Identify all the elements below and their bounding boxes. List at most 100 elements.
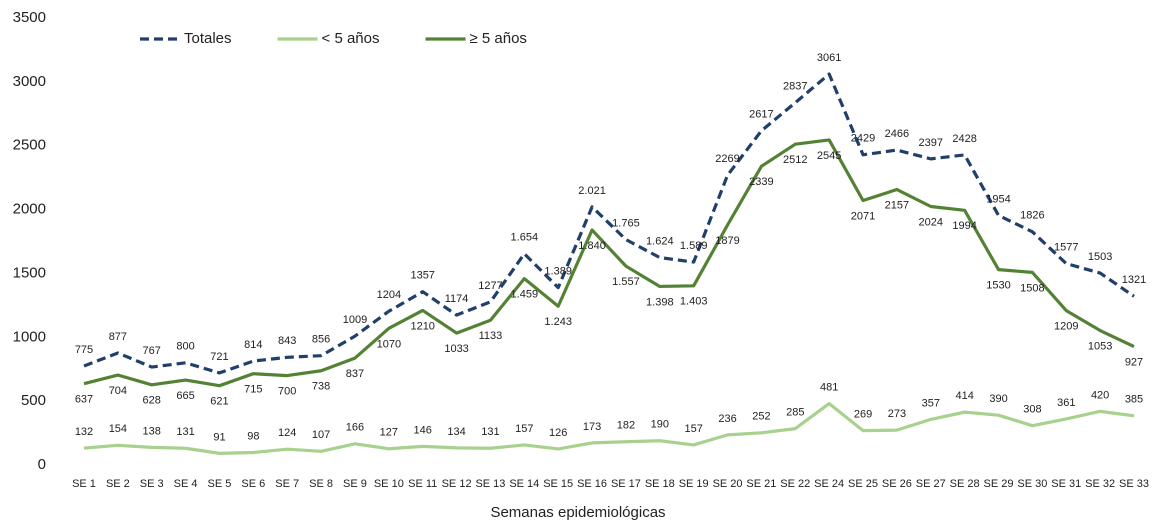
y-tick-label: 2000 xyxy=(13,201,46,218)
y-tick-label: 3500 xyxy=(13,9,46,26)
x-tick-label: SE 20 xyxy=(713,478,743,490)
data-label: 1994 xyxy=(952,220,976,232)
data-label: 131 xyxy=(176,426,194,438)
data-label: 700 xyxy=(278,386,296,398)
data-label: 2545 xyxy=(817,150,841,162)
data-label: 837 xyxy=(346,368,364,380)
data-label: 138 xyxy=(143,425,161,437)
data-label: 107 xyxy=(312,429,330,441)
data-label: 1009 xyxy=(343,314,367,326)
x-tick-label: SE 31 xyxy=(1051,478,1081,490)
legend-label: ≥ 5 años xyxy=(470,30,527,47)
series-line xyxy=(83,401,1135,455)
x-tick-label: SE 5 xyxy=(208,478,232,490)
data-label: 1.403 xyxy=(680,296,708,308)
x-tick-label: SE 18 xyxy=(645,478,675,490)
data-label: 1503 xyxy=(1088,251,1112,263)
x-tick-label: SE 13 xyxy=(475,478,505,490)
x-tick-label: SE 30 xyxy=(1017,478,1047,490)
data-label: 1.459 xyxy=(511,289,539,301)
data-label: 308 xyxy=(1023,404,1041,416)
data-label: 1209 xyxy=(1054,320,1078,332)
data-label: 173 xyxy=(583,421,601,433)
data-label: 269 xyxy=(854,409,872,421)
data-label: 738 xyxy=(312,381,330,393)
data-label: 1.398 xyxy=(646,296,674,308)
x-tick-label: SE 26 xyxy=(882,478,912,490)
legend-label: Totales xyxy=(184,30,232,47)
x-tick-label: SE 14 xyxy=(509,478,539,490)
data-label: 285 xyxy=(786,407,804,419)
data-label: 166 xyxy=(346,422,364,434)
data-label: 1277 xyxy=(478,280,502,292)
data-label: 1.765 xyxy=(612,217,640,229)
x-tick-label: SE 29 xyxy=(984,478,1014,490)
data-label: 1577 xyxy=(1054,242,1078,254)
data-label: 1.624 xyxy=(646,235,674,247)
data-label: 927 xyxy=(1125,357,1143,369)
x-tick-label: SE 16 xyxy=(577,478,607,490)
x-tick-label: SE 10 xyxy=(374,478,404,490)
data-label: 1.840 xyxy=(578,240,606,252)
data-label: 124 xyxy=(278,427,296,439)
series-line xyxy=(83,72,1135,375)
data-label: 1530 xyxy=(986,280,1010,292)
x-tick-label: SE 6 xyxy=(241,478,265,490)
x-tick-label: SE 28 xyxy=(950,478,980,490)
data-label: 126 xyxy=(549,427,567,439)
x-tick-label: SE 3 xyxy=(140,478,164,490)
data-label: 2512 xyxy=(783,154,807,166)
data-label: 420 xyxy=(1091,389,1109,401)
data-label: 157 xyxy=(515,423,533,435)
data-label: 856 xyxy=(312,334,330,346)
data-label: 2157 xyxy=(885,199,909,211)
data-label: 2466 xyxy=(885,128,909,140)
data-label: 98 xyxy=(247,430,259,442)
data-label: 1.589 xyxy=(680,240,708,252)
data-label: 2269 xyxy=(715,153,739,165)
data-label: 146 xyxy=(414,424,432,436)
x-tick-label: SE 33 xyxy=(1119,478,1149,490)
data-label: 182 xyxy=(617,420,635,432)
data-label: 877 xyxy=(109,331,127,343)
data-label: 1508 xyxy=(1020,282,1044,294)
x-tick-label: SE 22 xyxy=(780,478,810,490)
data-label: 800 xyxy=(176,341,194,353)
data-label: 127 xyxy=(380,427,398,439)
data-label: 628 xyxy=(143,395,161,407)
data-label: 704 xyxy=(109,385,127,397)
x-tick-label: SE 1 xyxy=(72,478,96,490)
data-label: 843 xyxy=(278,335,296,347)
data-label: 775 xyxy=(75,344,93,356)
data-label: 132 xyxy=(75,426,93,438)
data-label: 2397 xyxy=(919,137,943,149)
x-tick-label: SE 11 xyxy=(408,478,437,490)
data-label: 1879 xyxy=(715,235,739,247)
data-label: 2837 xyxy=(783,81,807,93)
data-label: 2428 xyxy=(952,133,976,145)
data-label: 91 xyxy=(213,431,225,443)
data-label: 157 xyxy=(684,423,702,435)
data-label: 1174 xyxy=(445,293,469,305)
data-label: 2339 xyxy=(749,176,773,188)
data-label: 637 xyxy=(75,394,93,406)
x-tick-label: SE 17 xyxy=(611,478,641,490)
y-tick-label: 1000 xyxy=(13,328,46,345)
x-tick-label: SE 7 xyxy=(275,478,299,490)
y-tick-label: 2500 xyxy=(13,137,46,154)
data-label: 1053 xyxy=(1088,340,1112,352)
x-tick-label: SE 24 xyxy=(814,478,844,490)
x-tick-label: SE 2 xyxy=(106,478,130,490)
data-label: 1826 xyxy=(1020,210,1044,222)
data-label: 1070 xyxy=(377,338,401,350)
data-label: 390 xyxy=(989,393,1007,405)
x-tick-label: SE 27 xyxy=(916,478,946,490)
data-label: 1133 xyxy=(479,330,503,342)
data-label: 621 xyxy=(210,396,228,408)
x-tick-label: SE 15 xyxy=(543,478,573,490)
data-label: 767 xyxy=(143,345,161,357)
x-tick-label: SE 19 xyxy=(679,478,709,490)
x-tick-label: SE 12 xyxy=(442,478,472,490)
data-label: 1.654 xyxy=(511,232,539,244)
